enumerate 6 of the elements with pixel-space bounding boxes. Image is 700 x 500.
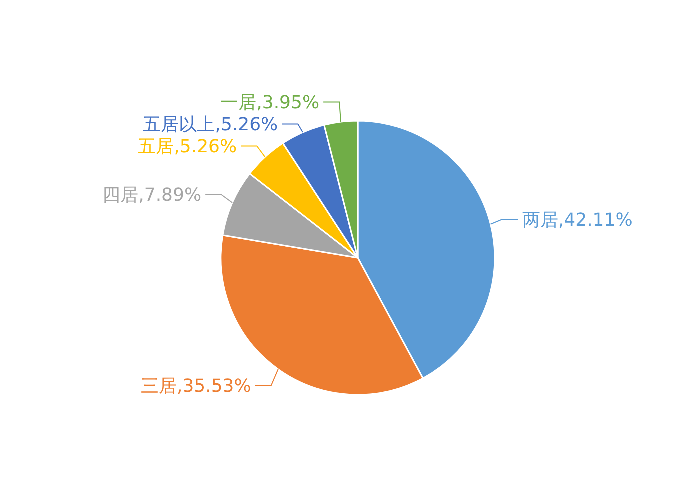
slice-label: 三居,35.53% [141,376,252,398]
slice-label: 四居,7.89% [102,185,202,206]
slice-label: 两居,42.11% [522,210,633,231]
slice-label: 五居以上,5.26% [143,114,278,136]
slice-label: 一居,3.95% [220,92,320,114]
slice-label: 五居,5.26% [138,136,238,158]
